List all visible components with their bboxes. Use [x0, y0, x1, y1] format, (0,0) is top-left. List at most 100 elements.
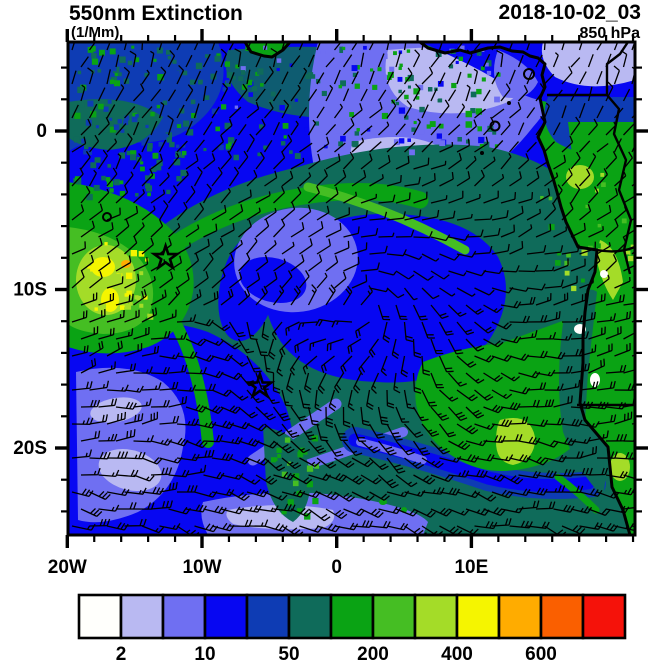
- wind-barb: [97, 149, 108, 170]
- wind-barb-layer: [71, 42, 635, 535]
- wind-barb: [185, 464, 207, 476]
- wind-barb: [623, 437, 635, 442]
- speckle: [480, 66, 485, 71]
- speckle: [280, 141, 286, 146]
- wind-barb: [106, 237, 120, 255]
- wind-barb: [430, 304, 449, 320]
- wind-barb: [255, 338, 269, 357]
- wind-barb: [297, 321, 318, 330]
- speckle: [134, 57, 140, 63]
- wind-barb: [386, 211, 406, 221]
- wind-barb: [430, 474, 454, 483]
- wind-barb: [526, 71, 533, 85]
- wind-barb: [526, 245, 547, 255]
- wind-barb: [159, 172, 170, 187]
- wind-barb: [167, 185, 178, 204]
- wind-barb: [115, 84, 125, 102]
- wind-barb: [588, 358, 606, 374]
- wind-barb: [474, 215, 493, 221]
- wind-barb: [526, 170, 540, 187]
- wind-barb: [98, 117, 110, 136]
- wind-barb: [150, 438, 173, 446]
- wind-barb: [448, 124, 461, 136]
- wind-barb: [98, 433, 118, 442]
- speckle: [398, 89, 402, 94]
- wind-barb: [203, 338, 225, 347]
- wind-barb: [623, 506, 635, 510]
- wind-barb: [89, 309, 106, 323]
- speckle: [140, 161, 144, 165]
- speckle: [292, 480, 299, 487]
- wind-barb: [561, 105, 567, 119]
- wind-barb: [448, 406, 468, 422]
- wind-barb: [255, 474, 278, 485]
- wind-barb: [238, 189, 252, 204]
- wind-barb: [500, 402, 521, 411]
- wind-barb: [124, 487, 147, 495]
- speckle: [130, 150, 137, 157]
- wind-barb: [71, 310, 88, 323]
- wind-barb: [369, 211, 388, 221]
- wind-barb: [570, 258, 586, 272]
- speckle: [627, 255, 634, 262]
- wind-barb: [290, 157, 305, 170]
- wind-barb: [544, 141, 555, 153]
- wind-barb: [369, 457, 389, 471]
- wind-barb: [509, 171, 522, 187]
- wind-barb: [229, 271, 243, 289]
- wind-barb: [307, 284, 317, 306]
- wind-barb: [456, 389, 478, 402]
- wind-barb: [483, 190, 499, 204]
- speckle: [465, 121, 473, 128]
- speckle: [314, 121, 320, 126]
- wind-barb: [106, 104, 116, 119]
- speckle: [129, 154, 136, 161]
- wind-barb: [456, 355, 477, 368]
- wind-barb: [298, 106, 308, 119]
- speckle: [175, 151, 182, 158]
- wind-barb: [395, 192, 411, 204]
- wind-barb: [334, 457, 355, 468]
- speckle: [117, 72, 122, 77]
- wind-barb: [229, 389, 249, 401]
- speckle: [78, 75, 83, 80]
- wind-barb: [544, 245, 564, 255]
- speckle: [246, 79, 253, 86]
- wind-barb: [298, 42, 304, 51]
- speckle: [142, 123, 149, 130]
- wind-barb: [353, 372, 362, 394]
- wind-barb: [351, 457, 374, 468]
- speckle: [115, 257, 119, 261]
- speckle: [205, 54, 209, 58]
- speckle: [103, 126, 109, 133]
- wind-barb: [106, 310, 125, 323]
- speckle: [224, 122, 231, 129]
- speckle: [135, 114, 139, 118]
- wind-barb: [448, 304, 467, 317]
- speckle: [175, 95, 182, 102]
- speckle: [389, 66, 395, 72]
- star-marker: [244, 369, 276, 400]
- wind-barb: [211, 204, 227, 221]
- speckle: [109, 117, 113, 121]
- wind-barb: [500, 83, 511, 102]
- speckle: [153, 54, 158, 60]
- wind-barb: [587, 153, 597, 170]
- wind-barb: [360, 440, 381, 454]
- wind-barb: [273, 218, 286, 238]
- wind-barb: [220, 118, 233, 136]
- speckle: [281, 509, 287, 515]
- speckle: [484, 62, 489, 67]
- speckle: [491, 152, 497, 158]
- wind-barb: [351, 71, 359, 85]
- colorbar-cell: [77, 593, 123, 640]
- wind-barb: [141, 69, 150, 85]
- speckle: [198, 79, 203, 85]
- wind-barb: [167, 115, 174, 136]
- wind-barb: [211, 70, 218, 85]
- speckle: [314, 463, 320, 469]
- speckle: [270, 91, 276, 97]
- wind-barb: [500, 265, 520, 273]
- wind-barb: [89, 380, 110, 391]
- speckle: [387, 71, 394, 78]
